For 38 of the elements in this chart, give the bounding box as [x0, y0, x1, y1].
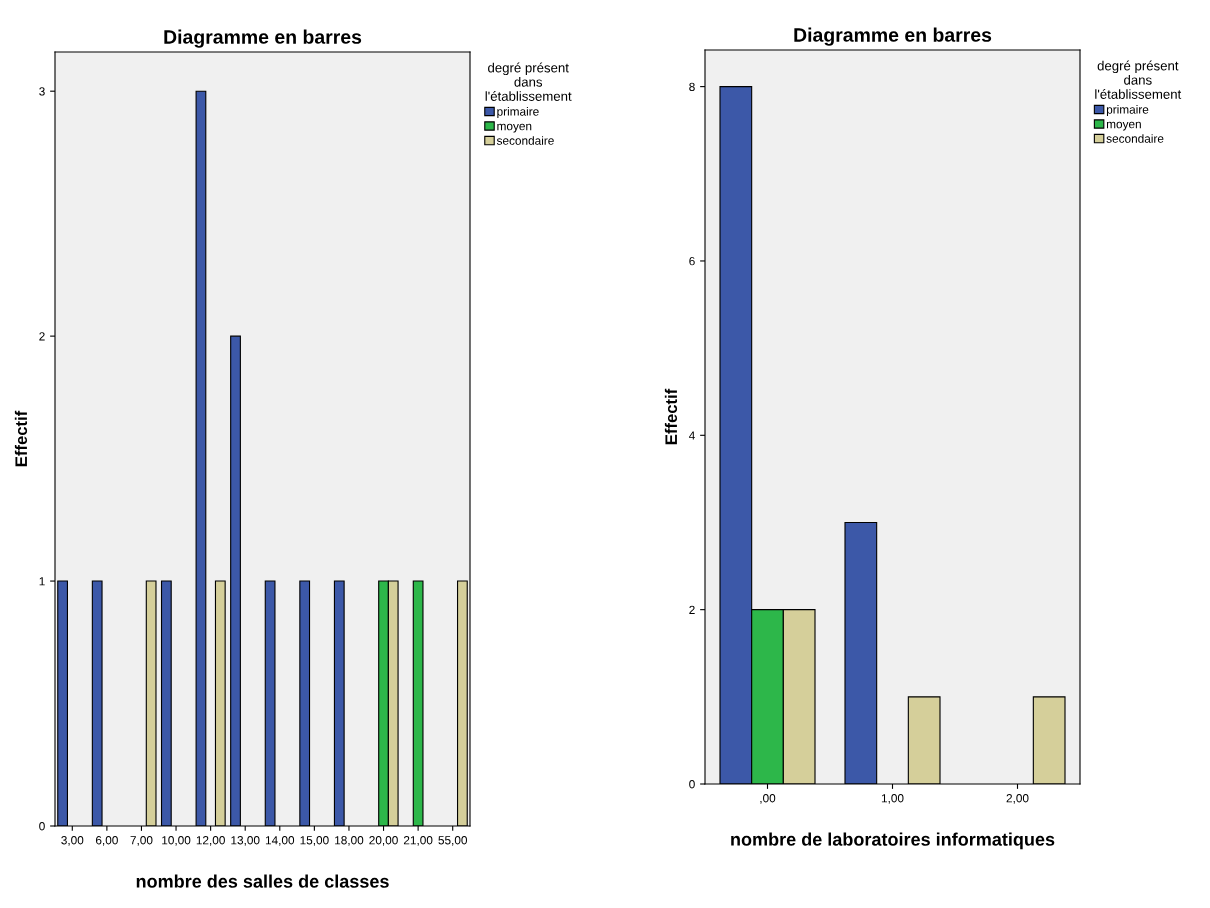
x-tick-label: ,00 — [760, 794, 776, 804]
x-tick-label: 1,00 — [881, 794, 904, 804]
x-tick-label: 55,00 — [438, 836, 468, 846]
y-tick-label: 6 — [689, 256, 695, 266]
y-tick-label: 3 — [39, 87, 45, 96]
y-tick-label: 0 — [39, 822, 45, 831]
x-tick-label: 6,00 — [95, 836, 118, 846]
x-tick-label: 14,00 — [265, 836, 295, 846]
x-tick-label: 20,00 — [369, 836, 398, 846]
legend-title: degré présent dans l'établissement — [1095, 60, 1182, 99]
x-tick-label: 2,00 — [1006, 794, 1029, 804]
x-tick-label: 13,00 — [231, 836, 260, 846]
y-tick-label: 1 — [39, 577, 45, 586]
x-axis-title: nombre des salles de classes — [136, 874, 389, 888]
legend-label: primaire — [497, 107, 539, 119]
legend-title: degré présent dans l'établissement — [485, 62, 572, 101]
legend-label: moyen — [1106, 121, 1141, 131]
chart-title: Diagramme en barres — [794, 27, 992, 46]
x-tick-label: 10,00 — [162, 836, 191, 846]
legend-label: secondaire — [496, 136, 554, 145]
x-axis-title: nombre de laboratoires informatiques — [731, 832, 1055, 850]
y-tick-label: 8 — [689, 82, 695, 92]
legend-label: secondaire — [1106, 134, 1164, 143]
chart-title: Diagramme en barres — [164, 29, 362, 48]
y-tick-label: 2 — [39, 332, 45, 341]
x-tick-label: 7,00 — [130, 836, 153, 846]
x-tick-label: 21,00 — [403, 836, 433, 846]
legend-label: primaire — [1106, 105, 1149, 117]
y-axis-title: Effectif — [14, 410, 28, 467]
y-tick-label: 0 — [689, 780, 695, 789]
y-tick-label: 2 — [689, 605, 695, 614]
x-tick-label: 12,00 — [196, 836, 225, 846]
x-tick-label: 3,00 — [61, 836, 84, 846]
y-tick-label: 4 — [688, 431, 695, 440]
legend-label: moyen — [497, 123, 532, 133]
x-tick-label: 15,00 — [300, 836, 329, 846]
y-axis-title: Effectif — [664, 388, 678, 445]
x-tick-label: 18,00 — [335, 836, 364, 846]
